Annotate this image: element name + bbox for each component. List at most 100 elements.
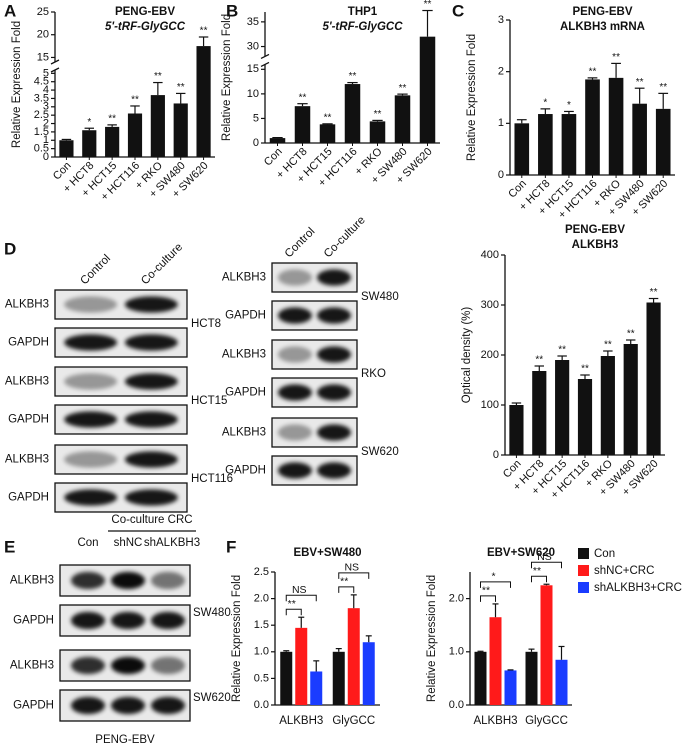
blot-band [317, 269, 352, 286]
bar [489, 617, 502, 705]
bracket [531, 561, 562, 569]
y-tick-label: 0.5 [34, 143, 49, 155]
y-tick-label: 0 [498, 169, 504, 181]
bar [555, 360, 570, 455]
bar [105, 126, 120, 157]
lane-header: Control [283, 226, 318, 261]
panel-label: F [226, 537, 236, 556]
cell-line-label: SW620 [193, 692, 231, 704]
bracket [531, 575, 547, 583]
y-tick-label: 1 [498, 117, 504, 129]
bar [344, 84, 361, 143]
row-label: ALKBH3 [10, 660, 54, 672]
bar [332, 651, 345, 705]
bar [514, 123, 530, 175]
x-tick-label: ALKBH3 [473, 715, 517, 727]
significance: ** [604, 340, 612, 351]
chart-subtitle: ALKBH3 [572, 239, 619, 251]
chart-title: EBV+SW620 [487, 547, 555, 559]
cell-line-label: SW620 [361, 446, 399, 458]
blot-band [124, 451, 178, 468]
axis-break [50, 59, 60, 65]
y-tick-label: 0.0 [449, 699, 464, 711]
bar [369, 121, 386, 143]
y-tick-label: 3.5 [34, 92, 49, 104]
blot-band [124, 296, 178, 313]
blot-band [277, 307, 312, 324]
blot-band [151, 696, 185, 715]
blot-band [64, 296, 118, 313]
y-tick-label: 5 [43, 67, 49, 79]
chart-title: EBV+SW480 [293, 547, 361, 559]
legend-label: shNC+CRC [594, 565, 654, 577]
bar [585, 79, 600, 175]
panel-label: A [4, 1, 16, 20]
cell-line-label: RKO [361, 368, 386, 380]
significance: ** [200, 26, 208, 37]
chart-subtitle: 5'-tRF-GlyGCC [105, 21, 186, 33]
y-tick-label: 0 [493, 449, 499, 461]
panel-label: C [452, 1, 464, 20]
bar [394, 95, 411, 143]
row-label: GAPDH [225, 387, 266, 399]
x-tick-label: GlyGCC [332, 715, 375, 727]
blot-band [64, 411, 118, 428]
axis-break [260, 61, 270, 67]
bar [362, 642, 375, 705]
blot-band [64, 373, 118, 390]
y-axis-label: Relative Expression Fold [11, 21, 23, 148]
y-tick-label: 200 [481, 349, 499, 361]
y-axis-label: Relative Expression Fold [221, 14, 233, 141]
blot-band [64, 489, 118, 506]
bar [504, 670, 517, 705]
y-tick-label: 20 [37, 29, 49, 41]
bar [294, 106, 311, 143]
y-tick-label: 2.0 [254, 593, 269, 605]
blot-band [277, 269, 312, 286]
blot-band [64, 451, 118, 468]
bracket-label: NS [537, 551, 552, 563]
y-tick-label: 30 [247, 40, 259, 52]
blot-band [151, 571, 185, 590]
cell-line-label: SW480 [361, 291, 399, 303]
y-tick-label: 3 [43, 101, 49, 113]
blot-band [277, 384, 312, 401]
blot-band [71, 656, 105, 675]
bar [509, 405, 524, 455]
cell-line-label: HCT8 [191, 318, 221, 330]
row-label: GAPDH [13, 700, 54, 712]
row-label: ALKBH3 [5, 454, 49, 466]
row-label: ALKBH3 [5, 376, 49, 388]
y-tick-label: 5 [253, 112, 259, 124]
chart-subtitle: ALKBH3 mRNA [560, 21, 645, 33]
y-axis-label: Relative Expression Fold [426, 575, 438, 702]
x-tick-label: ALKBH3 [279, 715, 323, 727]
lane-header: Co-culture [322, 214, 368, 260]
chart-title: THP1 [348, 6, 378, 18]
y-tick-label: 2.5 [254, 566, 269, 578]
row-label: GAPDH [225, 310, 266, 322]
chart-title: PENG-EBV [572, 6, 632, 18]
bar [655, 108, 671, 175]
significance: ** [399, 83, 407, 94]
significance: ** [154, 71, 162, 82]
significance: ** [535, 355, 543, 366]
bracket-label: ** [288, 598, 296, 610]
bar [540, 585, 553, 705]
lane-header: shALKBH3 [144, 537, 200, 549]
significance: ** [131, 95, 139, 106]
bracket [480, 581, 511, 588]
y-tick-label: 35 [247, 16, 259, 28]
blot-band [277, 462, 312, 479]
blot-band [111, 611, 145, 630]
x-tick-label: GlyGCC [525, 715, 568, 727]
y-tick-label: 100 [481, 399, 499, 411]
panel-label: E [4, 537, 15, 556]
bracket-label: ** [533, 565, 541, 577]
blot-band [71, 696, 105, 715]
panel-label: D [4, 239, 16, 258]
significance: ** [324, 112, 332, 123]
blot-band [124, 373, 178, 390]
blot-band [111, 571, 145, 590]
